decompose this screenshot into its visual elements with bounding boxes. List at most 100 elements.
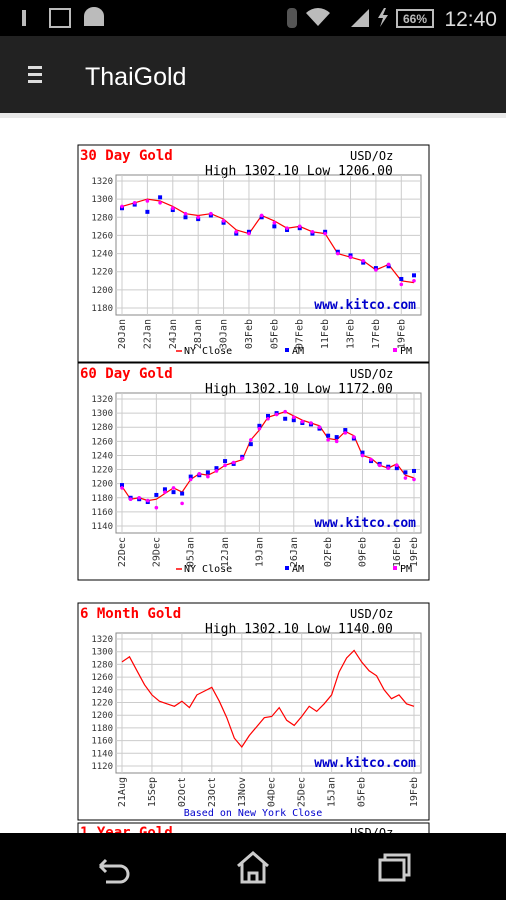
y-tick-label: 1240: [91, 250, 113, 260]
legend-swatch: [393, 566, 397, 570]
x-tick-label: 11Feb: [320, 319, 331, 349]
pm-point: [309, 421, 313, 425]
am-point: [162, 487, 167, 492]
pm-point: [132, 200, 137, 205]
pm-point: [310, 230, 315, 234]
y-tick-label: 1240: [91, 451, 113, 461]
pm-point: [259, 213, 264, 218]
y-tick-label: 1280: [91, 213, 113, 223]
x-tick-label: 29Dec: [151, 537, 162, 567]
am-point: [259, 215, 264, 220]
x-tick-label: 28Jan: [193, 319, 204, 349]
nav-bar: [0, 833, 506, 900]
pm-point: [223, 463, 227, 468]
app-title: ThaiGold: [85, 63, 186, 91]
y-tick-label: 1280: [91, 423, 113, 433]
chart-subtitle: USD/Oz: [350, 149, 393, 163]
pm-point: [206, 474, 210, 479]
y-tick-label: 1240: [91, 686, 113, 696]
pm-point: [386, 262, 391, 267]
am-point: [310, 231, 315, 236]
x-tick-label: 19Feb: [396, 319, 407, 349]
pm-point: [343, 431, 348, 435]
pm-point: [240, 456, 245, 461]
y-tick-label: 1160: [91, 737, 113, 747]
am-point: [208, 213, 213, 218]
pm-point: [285, 226, 289, 230]
am-point: [158, 195, 163, 200]
x-tick-label: 05Jan: [186, 537, 197, 567]
y-tick-label: 1180: [91, 724, 113, 734]
pm-point: [221, 219, 226, 223]
x-tick-label: 19Jan: [254, 537, 265, 567]
x-tick-label: 25Dec: [297, 777, 308, 807]
recents-button[interactable]: [378, 853, 411, 882]
am-point: [120, 206, 124, 211]
am-point: [221, 220, 226, 225]
pm-point: [297, 224, 302, 229]
am-point: [180, 491, 185, 496]
menu-button[interactable]: [28, 66, 42, 83]
pm-point: [128, 497, 133, 501]
legend-label: NY Close: [184, 346, 232, 357]
y-tick-label: 1300: [91, 195, 113, 205]
clock: 12:40: [444, 8, 497, 31]
am-point: [386, 264, 391, 269]
y-tick-label: 1260: [91, 673, 113, 683]
y-tick-label: 1300: [91, 648, 113, 658]
legend-label: NY Close: [184, 564, 232, 575]
pm-point: [399, 282, 404, 287]
y-tick-label: 1200: [91, 711, 113, 721]
image-icon: [49, 8, 71, 28]
pm-point: [145, 498, 150, 503]
am-point: [335, 249, 340, 254]
pm-point: [170, 206, 175, 211]
y-tick-label: 1120: [91, 762, 113, 772]
x-tick-label: 19Feb: [409, 777, 420, 807]
pm-point: [145, 199, 150, 203]
pm-point: [412, 477, 416, 482]
am-point: [334, 435, 339, 440]
am-point: [412, 468, 416, 473]
x-tick-label: 02Oct: [177, 777, 188, 807]
pm-point: [317, 425, 322, 430]
am-point: [246, 229, 251, 234]
x-tick-label: 15Sep: [147, 777, 158, 807]
back-button[interactable]: [98, 858, 130, 884]
x-tick-label: 21Aug: [117, 777, 128, 807]
y-tick-label: 1320: [91, 395, 113, 405]
x-tick-label: 23Oct: [207, 777, 218, 807]
legend-swatch: [285, 348, 289, 352]
pm-point: [188, 477, 193, 482]
pm-point: [336, 251, 340, 256]
chart-annotation: High 1302.10 Low 1172.00: [205, 382, 393, 397]
x-tick-label: 17Feb: [371, 319, 382, 349]
home-button[interactable]: [237, 851, 269, 884]
bluetooth-icon: [287, 8, 297, 28]
x-tick-label: 19Feb: [409, 537, 420, 567]
x-tick-label: 02Feb: [323, 537, 334, 567]
am-point: [403, 470, 408, 475]
pm-point: [154, 505, 159, 510]
status-icons-left: [22, 7, 104, 28]
legend-label: AM: [292, 346, 304, 357]
pm-point: [231, 460, 236, 465]
am-point: [171, 490, 176, 495]
status-icons-right: [287, 8, 434, 28]
x-tick-label: 03Feb: [244, 319, 255, 349]
legend-label: AM: [292, 564, 304, 575]
am-point: [154, 492, 159, 497]
chart-title: 30 Day Gold: [80, 148, 173, 164]
x-tick-label: 13Nov: [237, 777, 248, 807]
chart-subtitle: USD/Oz: [350, 607, 393, 621]
watermark: www.kitco.com: [314, 756, 416, 771]
pm-point: [323, 231, 327, 236]
legend-label: PM: [400, 346, 412, 357]
pm-point: [214, 469, 219, 473]
pm-point: [183, 211, 188, 216]
x-tick-label: 22Jan: [142, 319, 153, 349]
legend-swatch: [393, 348, 397, 352]
am-point: [285, 227, 290, 232]
